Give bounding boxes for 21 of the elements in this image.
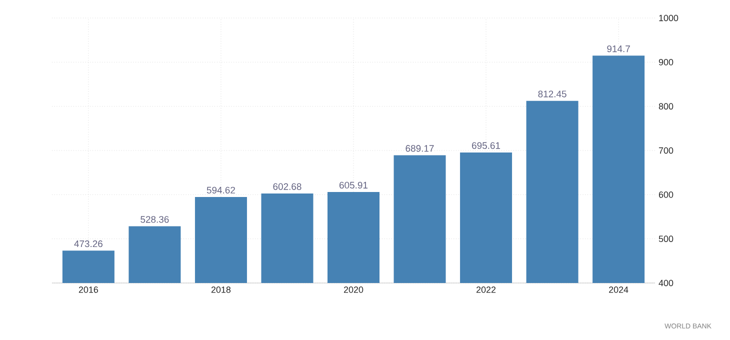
y-tick-label: 800 — [658, 103, 674, 110]
data-label: 812.45 — [538, 90, 566, 98]
x-tick-label: 2016 — [78, 286, 98, 293]
data-label: 473.26 — [74, 240, 102, 248]
data-label: 695.61 — [472, 142, 500, 149]
x-tick-label: 2022 — [476, 286, 496, 293]
y-tick-label: 900 — [658, 58, 674, 66]
data-label: 528.36 — [140, 216, 169, 223]
y-tick-label: 700 — [658, 147, 674, 154]
x-tick-label: 2020 — [344, 286, 364, 293]
data-label: 605.91 — [340, 182, 368, 189]
data-label: 594.62 — [206, 186, 235, 194]
y-tick-label: 600 — [658, 191, 674, 198]
data-label: 602.68 — [273, 183, 302, 190]
data-label: 689.17 — [406, 145, 434, 152]
x-tick-label: 2018 — [211, 286, 231, 293]
y-tick-label: 500 — [658, 236, 674, 242]
x-tick-label: 2024 — [609, 286, 628, 293]
data-label: 914.7 — [607, 45, 630, 52]
y-tick-label: 400 — [658, 280, 674, 286]
y-tick-label: 1000 — [659, 14, 678, 22]
